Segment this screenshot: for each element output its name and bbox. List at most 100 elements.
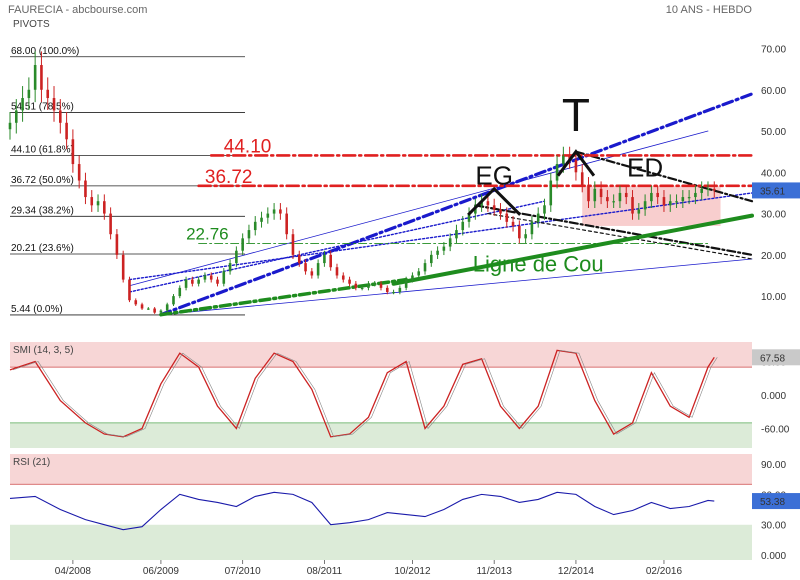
candle-body [536, 213, 540, 222]
candle-body [360, 287, 364, 290]
candle-body [555, 164, 559, 181]
candle-body [392, 291, 395, 294]
candle-body [46, 89, 50, 99]
candle-body [373, 283, 377, 285]
x-tick-label: 10/2012 [394, 566, 431, 577]
rsi-y-tick: 90.00 [761, 460, 786, 471]
candle-body [147, 308, 150, 310]
candle-body [285, 213, 288, 235]
candle-body [140, 304, 144, 309]
candle-body [21, 98, 24, 111]
price-y-tick: 30.00 [761, 210, 786, 221]
candle-body [241, 238, 244, 251]
candle-body [417, 271, 421, 276]
candle-body [103, 201, 106, 214]
candle-body [700, 188, 703, 193]
x-tick-label: 08/2011 [307, 566, 343, 577]
candle-body [574, 159, 578, 173]
candle-body [279, 209, 282, 214]
candle-body [423, 263, 427, 272]
candle-body [341, 275, 345, 280]
rsi-y-tick: 30.00 [761, 521, 786, 532]
candle-body [115, 234, 119, 255]
last-price-badge [752, 182, 800, 199]
price-panel: 70.00 60.00 50.00 40.00 30.00 20.00 10.00 68.00… [8, 45, 800, 317]
candle-body [379, 283, 383, 288]
chart-period: 10 ANS - HEBDO [666, 4, 753, 16]
pivots-title: PIVOTS [13, 19, 50, 30]
x-tick-label: 04/2008 [55, 566, 92, 577]
price-y-tick: 20.00 [761, 251, 786, 262]
candle-body [505, 213, 509, 222]
annotation-0: T [562, 89, 590, 141]
candle-body [14, 110, 18, 123]
pivot-label: 36.72 (50.0%) [11, 175, 74, 186]
x-tick-label: 02/2016 [646, 566, 683, 577]
candle-body [216, 279, 219, 284]
x-tick-label: 11/2013 [476, 566, 512, 577]
candle-body [662, 197, 666, 206]
candle-body [297, 254, 301, 264]
blue-trendline-main [159, 92, 754, 317]
candle-body [492, 205, 496, 210]
price-y-tick: 60.00 [761, 86, 786, 97]
candle-body [593, 188, 597, 202]
candle-body [712, 188, 716, 191]
candle-body [40, 65, 43, 90]
candle-body [197, 279, 200, 284]
candle-body [455, 230, 458, 239]
candle-body [52, 98, 56, 111]
smi-line [9, 349, 715, 438]
candle-body [650, 192, 653, 202]
x-axis: 04/2008 06/2009 07/2010 08/2011 10/2012 11/20… [55, 560, 683, 577]
candle-body [687, 197, 691, 199]
rsi-line [9, 491, 715, 531]
candle-body [549, 180, 553, 206]
candle-body [209, 275, 213, 280]
chart-title: FAURECIA - abcbourse.com [8, 4, 147, 16]
rsi-last-badge [752, 493, 800, 510]
candle-body [291, 234, 295, 255]
candle-body [90, 197, 94, 206]
candle-body [706, 188, 710, 191]
candle-body [222, 271, 226, 284]
pivot-label: 44.10 (61.8%) [11, 144, 74, 155]
candle-body [323, 254, 326, 264]
candle-body [606, 197, 609, 202]
candle-body [486, 201, 490, 206]
candle-body [404, 279, 408, 288]
candle-body [656, 192, 659, 198]
candle-body [668, 201, 672, 206]
candle-body [442, 246, 446, 251]
rsi-last-value: 53.38 [760, 497, 785, 508]
annotation-1: EG [475, 161, 513, 191]
candle-body [235, 250, 238, 264]
pivot-label: 68.00 (100.0%) [11, 46, 79, 57]
candle-body [191, 279, 194, 284]
candle-body [121, 254, 125, 280]
blue-dotted-trendline [128, 192, 753, 281]
black-resistance-line [574, 150, 754, 203]
candle-body [499, 209, 502, 214]
neckline [391, 213, 754, 286]
price-y-tick: 10.00 [761, 292, 786, 303]
smi-overbought-zone [10, 342, 752, 368]
candle-body [631, 197, 634, 214]
candle-body [580, 172, 584, 185]
candle-body [643, 201, 647, 210]
candle-body [511, 221, 515, 226]
level-label: 36.72 [205, 167, 253, 188]
candle-body [159, 310, 163, 313]
x-tick-label: 07/2010 [225, 566, 262, 577]
candle-body [530, 221, 534, 235]
pivot-label: 20.21 (23.6%) [11, 243, 74, 254]
candle-body [587, 184, 590, 202]
rsi-title: RSI (21) [13, 457, 50, 468]
smi-signal-line [12, 350, 718, 438]
candle-body [461, 221, 465, 231]
candle-body [612, 201, 615, 203]
candle-body [128, 279, 131, 301]
candle-body [436, 250, 439, 255]
